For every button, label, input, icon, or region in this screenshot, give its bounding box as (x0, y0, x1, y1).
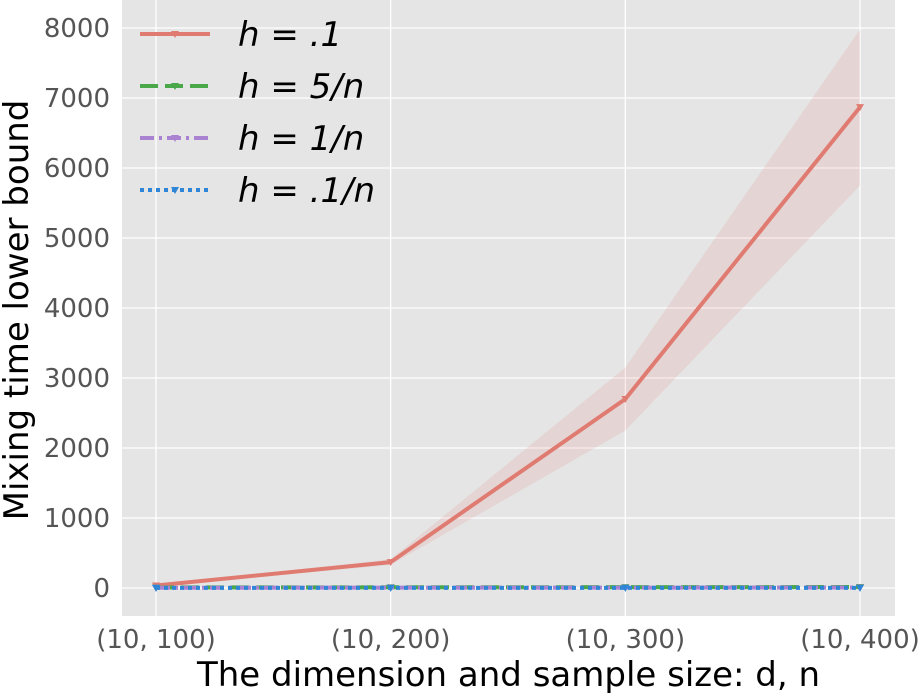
x-axis-label: The dimension and sample size: d, n (196, 655, 820, 693)
y-tick-label: 1000 (44, 504, 110, 534)
legend-label: h = 5/n (238, 67, 364, 107)
y-tick-label: 2000 (44, 434, 110, 464)
legend-label: h = .1 (238, 15, 342, 55)
y-tick-labels: 0 1000 2000 3000 4000 5000 6000 7000 8000 (44, 14, 110, 604)
data-point-marker (621, 396, 630, 403)
x-tick-label: (10, 200) (331, 625, 451, 655)
y-tick-label: 4000 (44, 294, 110, 324)
grid-lines (122, 0, 895, 616)
legend-marker (171, 31, 179, 38)
legend-marker (171, 187, 179, 194)
legend-marker (171, 83, 179, 90)
x-tick-labels: (10, 100) (10, 200) (10, 300) (10, 400) (96, 625, 920, 655)
y-tick-label: 6000 (44, 154, 110, 184)
series-markers (152, 104, 864, 592)
x-tick-label: (10, 400) (800, 625, 920, 655)
data-point-marker (386, 584, 395, 592)
data-point-marker (856, 584, 864, 592)
confidence-bands (156, 29, 860, 587)
data-point-marker (856, 104, 864, 112)
legend: h = .1 h = 5/n h = 1/n h = .1/n (140, 15, 375, 211)
confidence-band (156, 29, 860, 587)
y-axis-label: Mixing time lower bound (0, 100, 37, 521)
x-tick-label: (10, 100) (96, 625, 216, 655)
y-tick-label: 0 (93, 574, 110, 604)
y-tick-label: 5000 (44, 224, 110, 254)
legend-marker (171, 135, 179, 142)
y-tick-label: 7000 (44, 84, 110, 114)
series-lines (155, 105, 862, 590)
legend-label: h = .1/n (238, 171, 375, 211)
data-point-marker (386, 559, 395, 567)
legend-label: h = 1/n (238, 119, 364, 159)
y-tick-label: 8000 (44, 14, 110, 44)
data-point-marker (621, 584, 630, 592)
data-point-marker (152, 584, 160, 592)
x-tick-label: (10, 300) (566, 625, 686, 655)
series-line (155, 105, 862, 588)
y-tick-label: 3000 (44, 364, 110, 394)
